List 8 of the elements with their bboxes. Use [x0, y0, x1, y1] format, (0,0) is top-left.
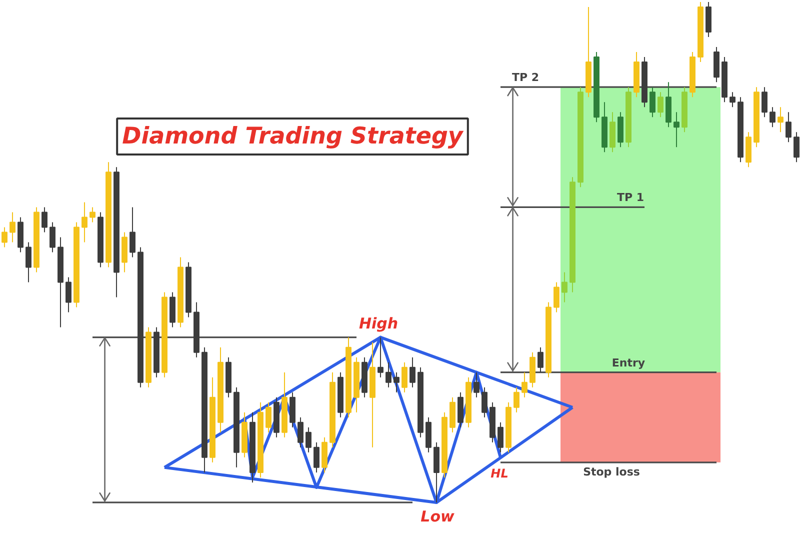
annotation: TP 1 — [616, 191, 644, 204]
annotation: TP 2 — [512, 71, 540, 84]
text: Diamond Trading Strategy — [122, 124, 464, 150]
annotation: Entry — [612, 356, 646, 370]
annotation: HL — [490, 466, 508, 480]
annotation: Stop loss — [583, 465, 640, 478]
annotation: High — [358, 314, 398, 332]
annotation: Low — [420, 507, 455, 526]
